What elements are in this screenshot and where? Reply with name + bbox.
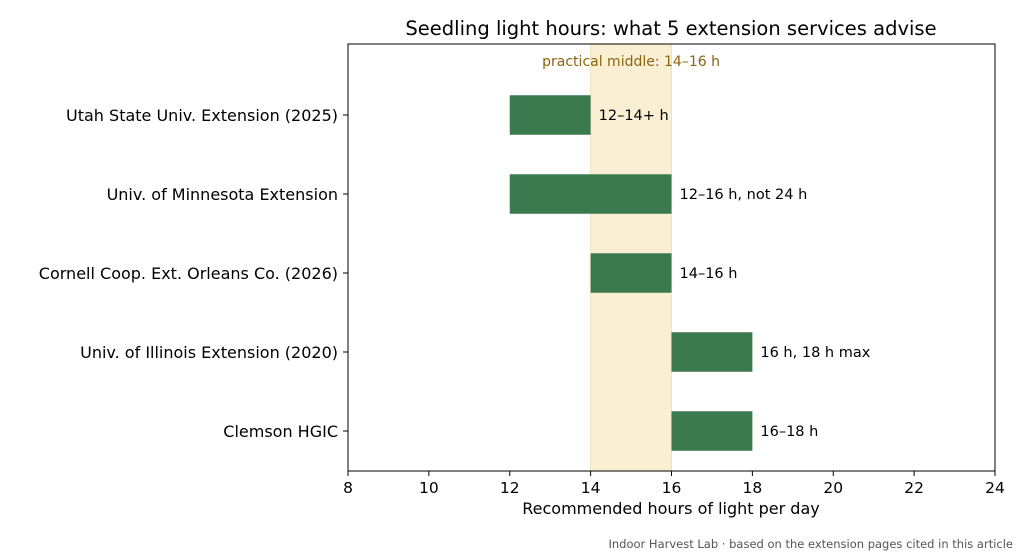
x-tick-label-7: 22 (904, 479, 924, 497)
bar-label-2: 14–16 h (680, 266, 738, 282)
bar-2 (590, 253, 672, 293)
credit-note: Indoor Harvest Lab · based on the extens… (609, 537, 1014, 551)
x-tick-label-0: 8 (343, 479, 353, 497)
bar-3 (671, 332, 753, 372)
bar-1 (509, 174, 672, 214)
category-label-4: Clemson HGIC (223, 422, 338, 441)
category-label-0: Utah State Univ. Extension (2025) (66, 106, 338, 125)
bar-label-3: 16 h, 18 h max (760, 345, 870, 361)
category-label-3: Univ. of Illinois Extension (2020) (80, 343, 338, 362)
category-label-1: Univ. of Minnesota Extension (107, 185, 338, 204)
chart-title: Seedling light hours: what 5 extension s… (405, 17, 936, 40)
bar-4 (671, 411, 753, 451)
x-tick-label-4: 16 (662, 479, 682, 497)
x-tick-label-2: 12 (500, 479, 520, 497)
x-axis-label: Recommended hours of light per day (522, 499, 819, 518)
category-label-2: Cornell Coop. Ext. Orleans Co. (2026) (39, 264, 338, 283)
x-tick-label-3: 14 (581, 479, 601, 497)
bar-label-1: 12–16 h, not 24 h (680, 187, 808, 203)
bar-label-4: 16–18 h (760, 424, 818, 440)
x-tick-label-8: 24 (985, 479, 1005, 497)
bar-0 (509, 95, 591, 135)
x-tick-label-1: 10 (419, 479, 439, 497)
band-label: practical middle: 14–16 h (542, 54, 720, 70)
x-tick-label-6: 20 (823, 479, 843, 497)
x-tick-label-5: 18 (743, 479, 763, 497)
bar-label-0: 12–14+ h (599, 108, 669, 124)
